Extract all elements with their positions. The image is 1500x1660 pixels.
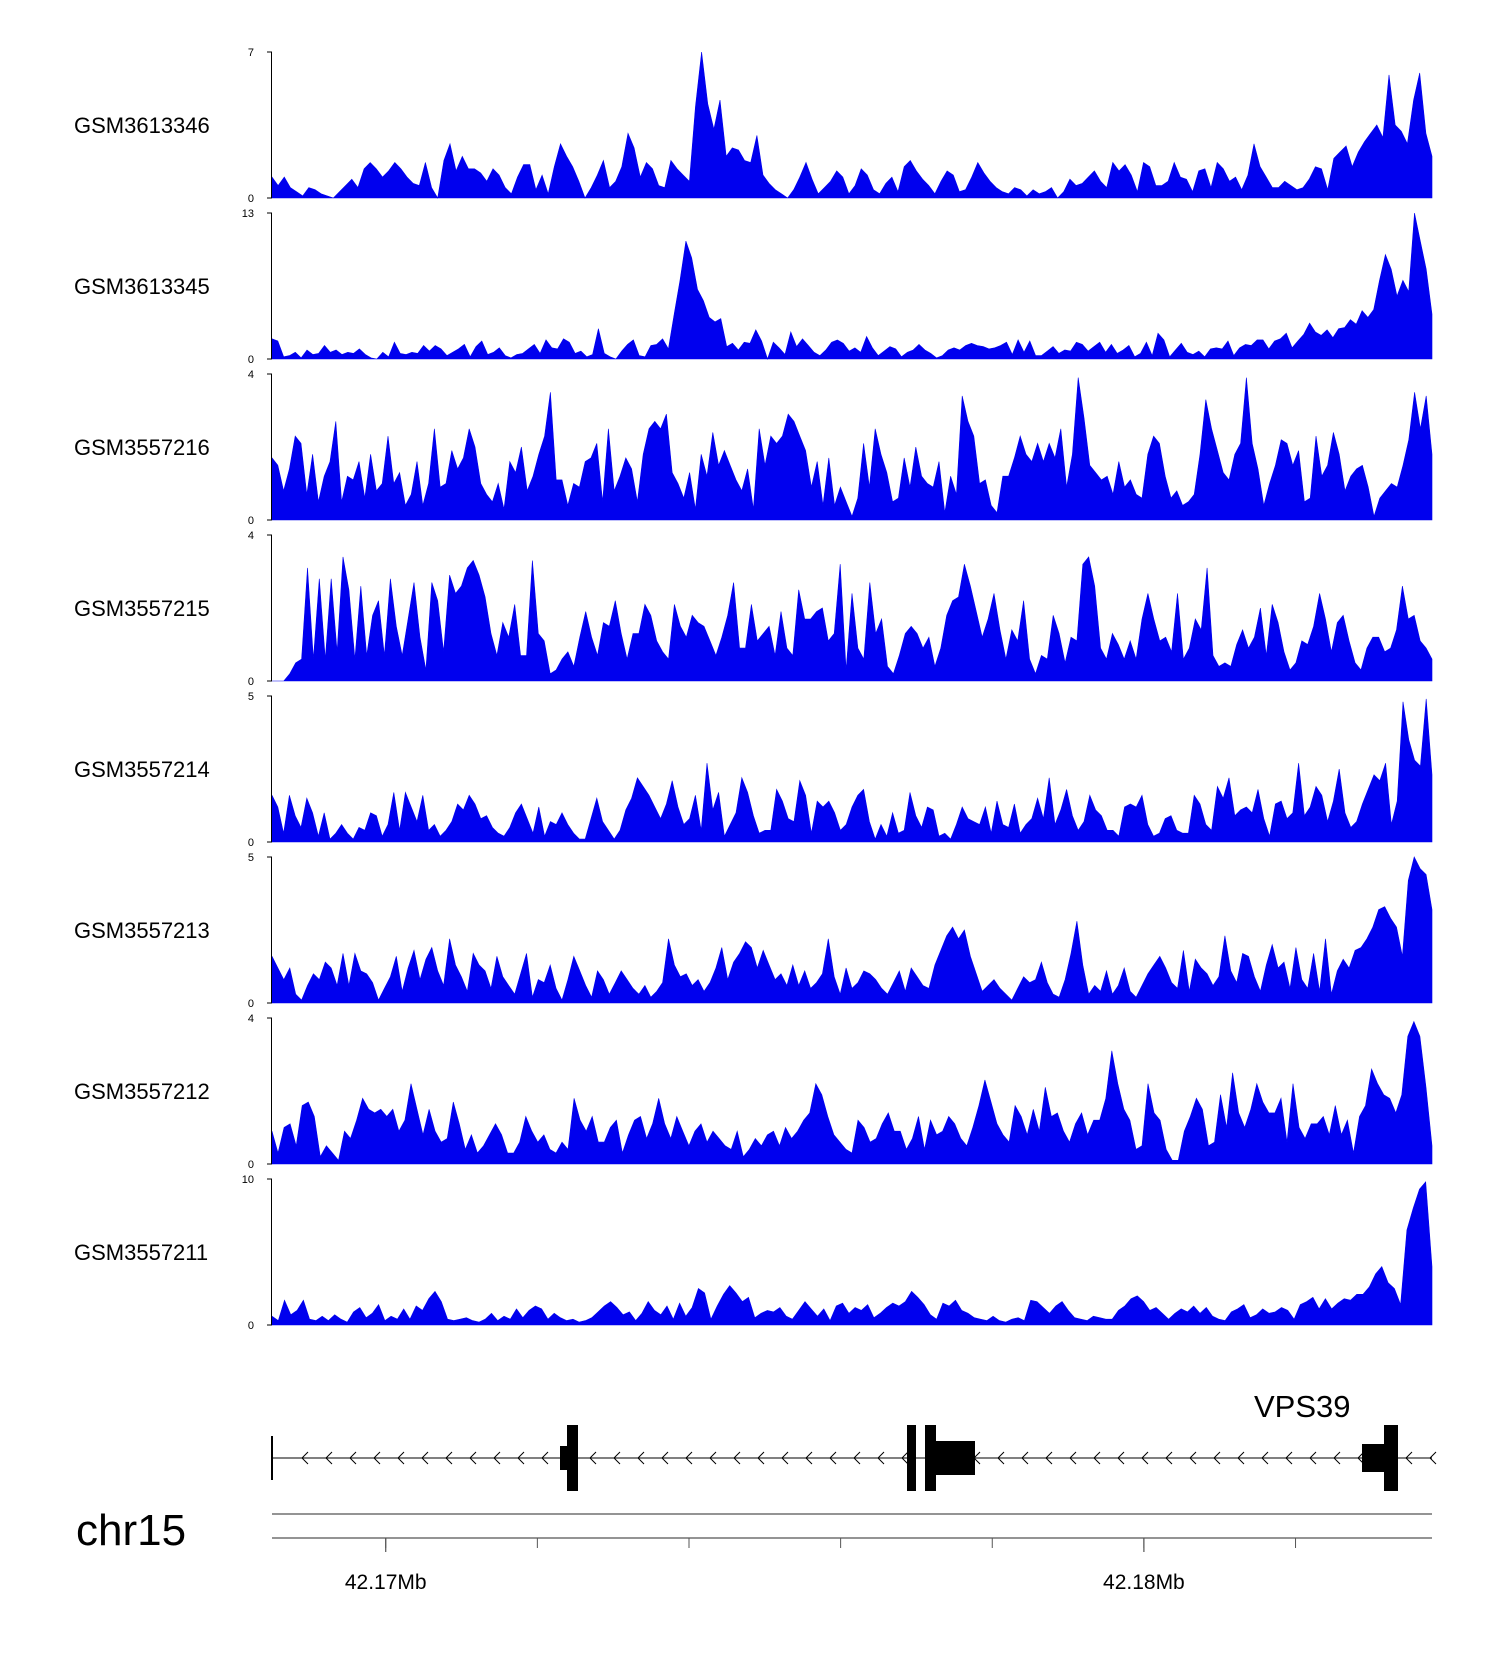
chromosome-label: chr15 [76,1506,186,1555]
strand-arrow [709,1451,717,1465]
strand-arrow [1309,1451,1317,1465]
track-label: GSM3613345 [74,274,210,299]
exon [907,1425,916,1491]
strand-arrow [373,1451,381,1465]
y-tick-label-min: 0 [248,676,254,688]
y-tick-label-min: 0 [248,998,254,1010]
coverage-area [271,856,1433,1004]
y-tick-label-max: 5 [248,691,254,703]
axis-coordinate-label: 42.18Mb [1103,1571,1185,1594]
y-tick-label-max: 13 [242,208,254,220]
strand-arrow [421,1451,429,1465]
strand-arrow [469,1451,477,1465]
strand-arrow [1165,1451,1173,1465]
strand-arrow [445,1451,453,1465]
strand-arrow [829,1451,837,1465]
axis-coordinate-label: 42.17Mb [345,1571,427,1594]
strand-arrow [733,1451,741,1465]
strand-arrow [493,1451,501,1465]
track-GSM3557216: 4 0 GSM3557216 [74,369,1433,527]
strand-arrow [877,1451,885,1465]
strand-arrow [1237,1451,1245,1465]
exon [567,1425,578,1491]
y-tick-label-max: 4 [248,1013,254,1025]
y-tick-label-min: 0 [248,1320,254,1332]
strand-arrow [325,1451,333,1465]
genome-axis: chr15 42.17Mb 42.18Mb [76,1506,1432,1594]
strand-arrow [853,1451,861,1465]
exon [925,1425,936,1491]
y-tick-label-max: 7 [248,47,254,59]
strand-arrow [1093,1451,1101,1465]
strand-arrow [1021,1451,1029,1465]
strand-arrow [1213,1451,1221,1465]
track-GSM3557214: 5 0 GSM3557214 [74,691,1433,849]
strand-arrow [805,1451,813,1465]
exon [935,1441,975,1475]
y-tick-label-min: 0 [248,515,254,527]
strand-arrow [589,1451,597,1465]
track-GSM3557212: 4 0 GSM3557212 [74,1013,1433,1171]
track-label: GSM3557213 [74,918,210,943]
tracks-layer: 7 0 GSM3613346 13 0 GSM3613345 4 0 GSM3557216 4 0 G… [74,47,1433,1332]
track-GSM3557215: 4 0 GSM3557215 [74,530,1433,688]
track-label: GSM3557211 [74,1240,208,1265]
strand-arrow [301,1451,309,1465]
coverage-area [271,1020,1433,1165]
y-tick-label-min: 0 [248,354,254,366]
track-label: GSM3557212 [74,1079,210,1104]
y-tick-label-max: 4 [248,530,254,542]
strand-arrow [1117,1451,1125,1465]
strand-arrow [1285,1451,1293,1465]
strand-arrow [397,1451,405,1465]
track-label: GSM3557214 [74,757,210,782]
track-GSM3613346: 7 0 GSM3613346 [74,47,1433,205]
strand-arrow [541,1451,549,1465]
strand-arrow [1405,1451,1413,1465]
coverage-area [271,51,1433,199]
strand-arrow [901,1451,909,1465]
strand-arrow [349,1451,357,1465]
y-tick-label-min: 0 [248,193,254,205]
strand-arrow [1141,1451,1149,1465]
gene-name-label: VPS39 [1254,1389,1351,1424]
strand-arrow [1189,1451,1197,1465]
track-label: GSM3613346 [74,113,210,138]
track-GSM3613345: 13 0 GSM3613345 [74,208,1433,366]
strand-arrow [757,1451,765,1465]
exon [560,1446,569,1470]
strand-arrow [1261,1451,1269,1465]
coverage-area [272,556,1433,682]
y-tick-label-max: 5 [248,852,254,864]
strand-arrow [661,1451,669,1465]
strand-arrow [781,1451,789,1465]
track-label: GSM3557216 [74,435,210,460]
strand-arrow [1045,1451,1053,1465]
strand-arrow [637,1451,645,1465]
strand-arrow [685,1451,693,1465]
gene-track: VPS39 [271,1389,1437,1491]
strand-arrow [1429,1451,1437,1465]
coverage-area [271,698,1433,843]
strand-arrow [517,1451,525,1465]
exon [1384,1425,1398,1491]
strand-arrow [1069,1451,1077,1465]
y-tick-label-min: 0 [248,837,254,849]
y-tick-label-max: 10 [242,1174,254,1186]
exon [1362,1444,1386,1472]
track-GSM3557213: 5 0 GSM3557213 [74,852,1433,1010]
coverage-area [271,212,1433,360]
coverage-area [271,377,1433,521]
track-GSM3557211: 10 0 GSM3557211 [74,1174,1433,1332]
strand-arrow [997,1451,1005,1465]
coverage-area [271,1181,1433,1326]
y-tick-label-min: 0 [248,1159,254,1171]
strand-arrow [1333,1451,1341,1465]
track-label: GSM3557215 [74,596,210,621]
strand-arrow [613,1451,621,1465]
y-tick-label-max: 4 [248,369,254,381]
